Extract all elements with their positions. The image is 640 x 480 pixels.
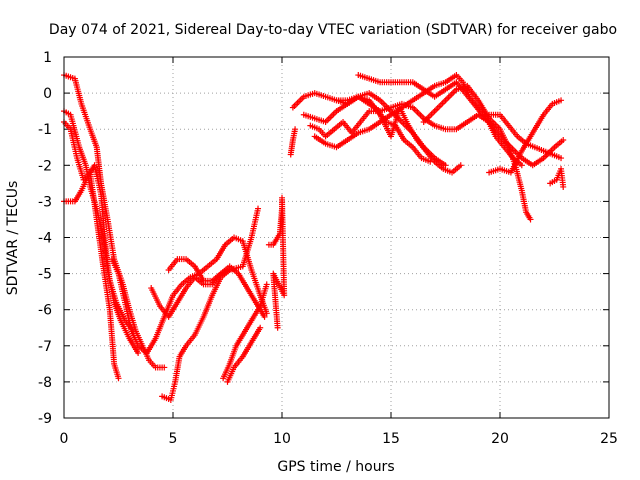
data-point bbox=[161, 364, 168, 371]
series-track-11 bbox=[265, 194, 288, 331]
x-tick-label: 0 bbox=[60, 431, 69, 447]
series-track-19 bbox=[420, 82, 534, 223]
x-tick-label: 5 bbox=[169, 431, 178, 447]
data-point bbox=[135, 350, 142, 357]
data-point bbox=[292, 126, 299, 133]
x-tick-label: 15 bbox=[382, 431, 400, 447]
y-tick-label: 1 bbox=[43, 50, 52, 66]
y-tick-label: -5 bbox=[38, 267, 52, 283]
y-tick-label: -2 bbox=[38, 158, 52, 174]
y-tick-label: 0 bbox=[43, 86, 52, 102]
series-track-9 bbox=[165, 205, 262, 284]
x-axis-title: GPS time / hours bbox=[277, 459, 394, 475]
data-point bbox=[261, 313, 268, 320]
data-point bbox=[457, 162, 464, 169]
y-tick-label: -4 bbox=[38, 231, 52, 247]
data-point bbox=[518, 162, 525, 169]
data-point bbox=[257, 324, 264, 331]
data-point bbox=[263, 281, 270, 288]
data-points bbox=[61, 72, 567, 403]
y-axis-title: SDTVAR / TECUs bbox=[5, 181, 21, 296]
chart-title: Day 074 of 2021, Sidereal Day-to-day VTE… bbox=[49, 22, 617, 38]
series-track-12 bbox=[287, 126, 299, 158]
series-track-17 bbox=[333, 93, 464, 176]
data-point bbox=[115, 375, 122, 382]
data-point bbox=[558, 97, 565, 104]
y-tick-label: -7 bbox=[38, 339, 52, 355]
series-track-4 bbox=[61, 108, 142, 357]
data-point bbox=[274, 324, 281, 331]
y-tick-labels: 1 0 -1 -2 -3 -4 -5 -6 -7 -8 -9 bbox=[38, 50, 52, 427]
data-point bbox=[560, 183, 567, 190]
series-track-18 bbox=[355, 72, 565, 162]
x-tick-labels: 0 5 10 15 20 25 bbox=[60, 431, 618, 447]
data-point bbox=[255, 205, 262, 212]
y-tick-label: -8 bbox=[38, 375, 52, 391]
y-tick-label: -1 bbox=[38, 122, 52, 138]
data-point bbox=[527, 216, 534, 223]
x-tick-label: 10 bbox=[273, 431, 291, 447]
data-point bbox=[560, 137, 567, 144]
data-point bbox=[558, 155, 565, 162]
series-track-8 bbox=[220, 281, 270, 382]
y-tick-label: -9 bbox=[38, 411, 52, 427]
series-track-20 bbox=[486, 97, 565, 176]
y-tick-label: -3 bbox=[38, 194, 52, 210]
series-track-21 bbox=[547, 165, 567, 190]
series-track-10 bbox=[224, 324, 264, 385]
plot-frame bbox=[63, 56, 610, 419]
x-tick-label: 20 bbox=[491, 431, 509, 447]
x-tick-label: 25 bbox=[600, 431, 618, 447]
y-tick-label: -6 bbox=[38, 303, 52, 319]
